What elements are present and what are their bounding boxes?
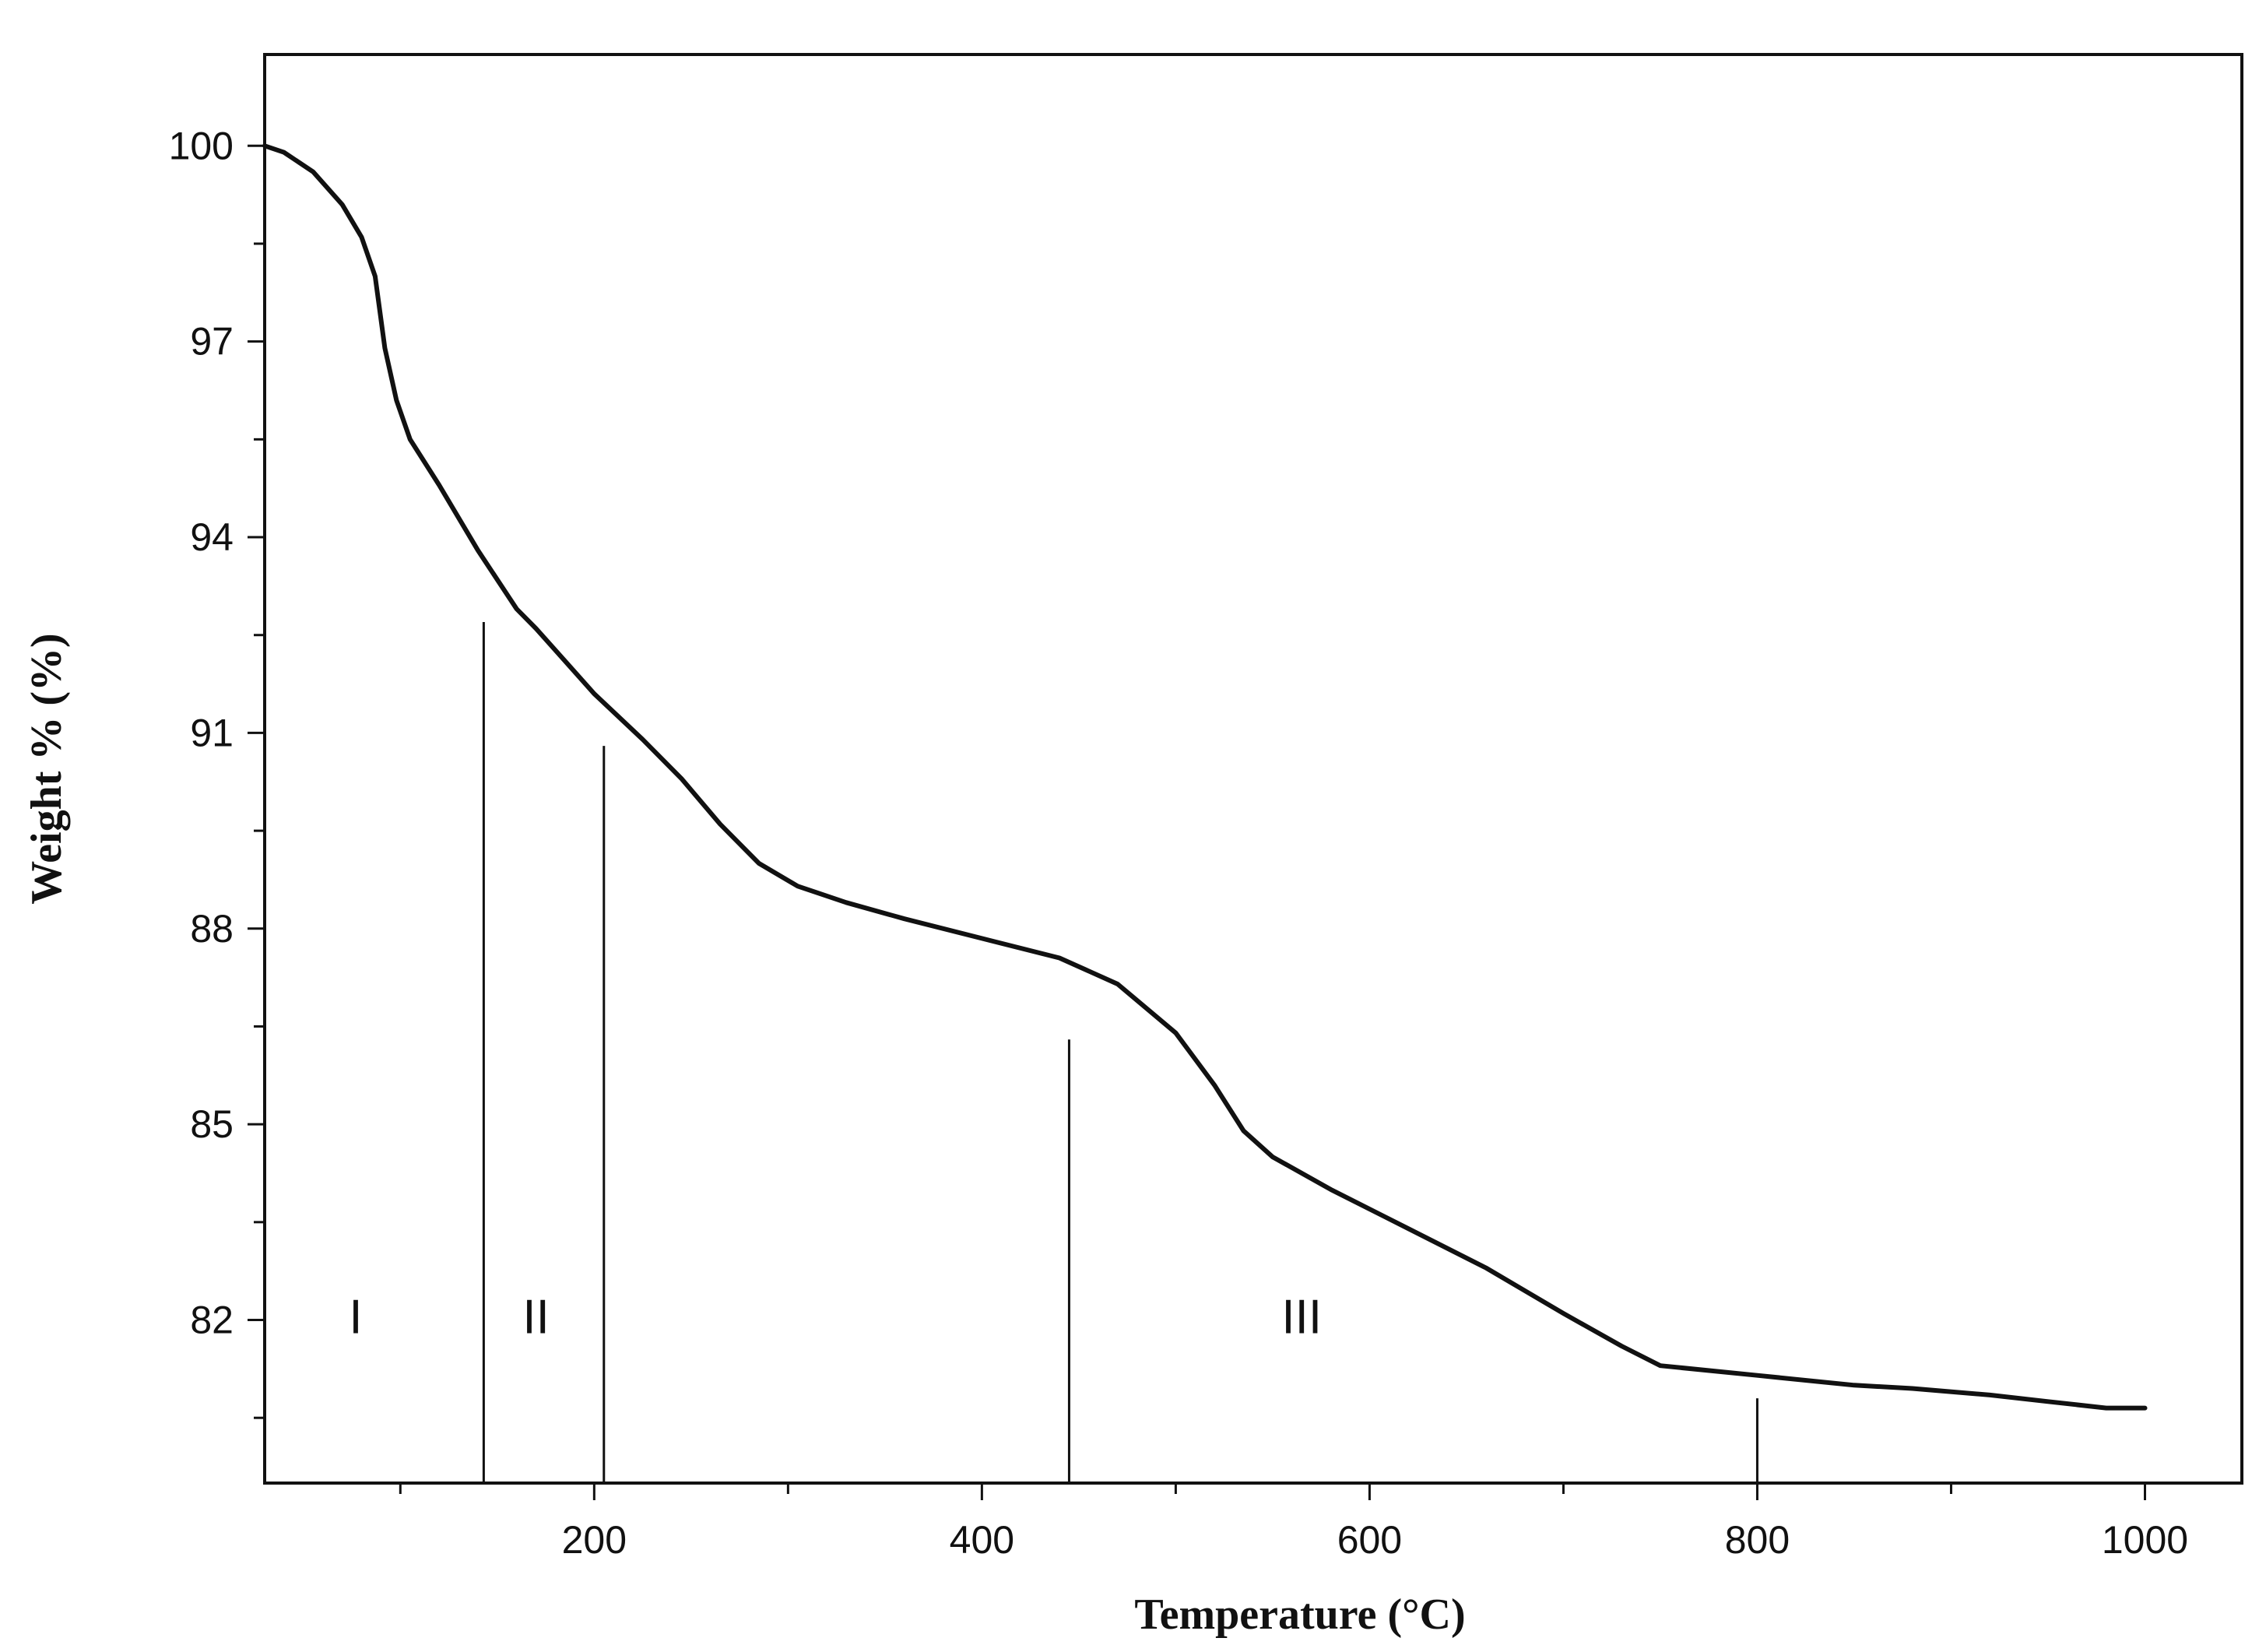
region-label: II [522, 1290, 549, 1344]
y-tick-label: 85 [190, 1102, 234, 1146]
x-tick-label: 1000 [2102, 1518, 2188, 1562]
x-tick-label: 200 [562, 1518, 627, 1562]
x-axis-title: Temperature (°C) [1134, 1590, 1465, 1639]
y-tick-label: 94 [190, 515, 234, 559]
y-tick-label: 97 [190, 320, 234, 364]
y-axis-ticks [248, 144, 265, 1419]
plot-frame [263, 53, 2243, 1485]
weight-loss-curve [262, 143, 2148, 1411]
y-tick-label: 100 [169, 124, 234, 167]
y-tick-label: 82 [190, 1299, 234, 1342]
region-label: III [1281, 1290, 1322, 1344]
x-axis-ticks [399, 1483, 2146, 1500]
x-tick-label: 800 [1725, 1518, 1790, 1562]
region-dividers [482, 621, 1758, 1483]
x-tick-label: 600 [1337, 1518, 1402, 1562]
series-layer [262, 143, 2148, 1411]
x-tick-label: 400 [950, 1518, 1014, 1562]
y-tick-label: 91 [190, 711, 234, 754]
region-labels: I II III [349, 1290, 1322, 1344]
y-axis-title: Weight % (%) [23, 633, 71, 904]
x-axis-tick-labels: 200 400 600 800 1000 [562, 1518, 2188, 1562]
y-tick-label: 88 [190, 907, 234, 951]
y-axis-tick-labels: 82 85 88 91 94 97 100 [169, 124, 234, 1341]
region-label: I [349, 1290, 362, 1344]
